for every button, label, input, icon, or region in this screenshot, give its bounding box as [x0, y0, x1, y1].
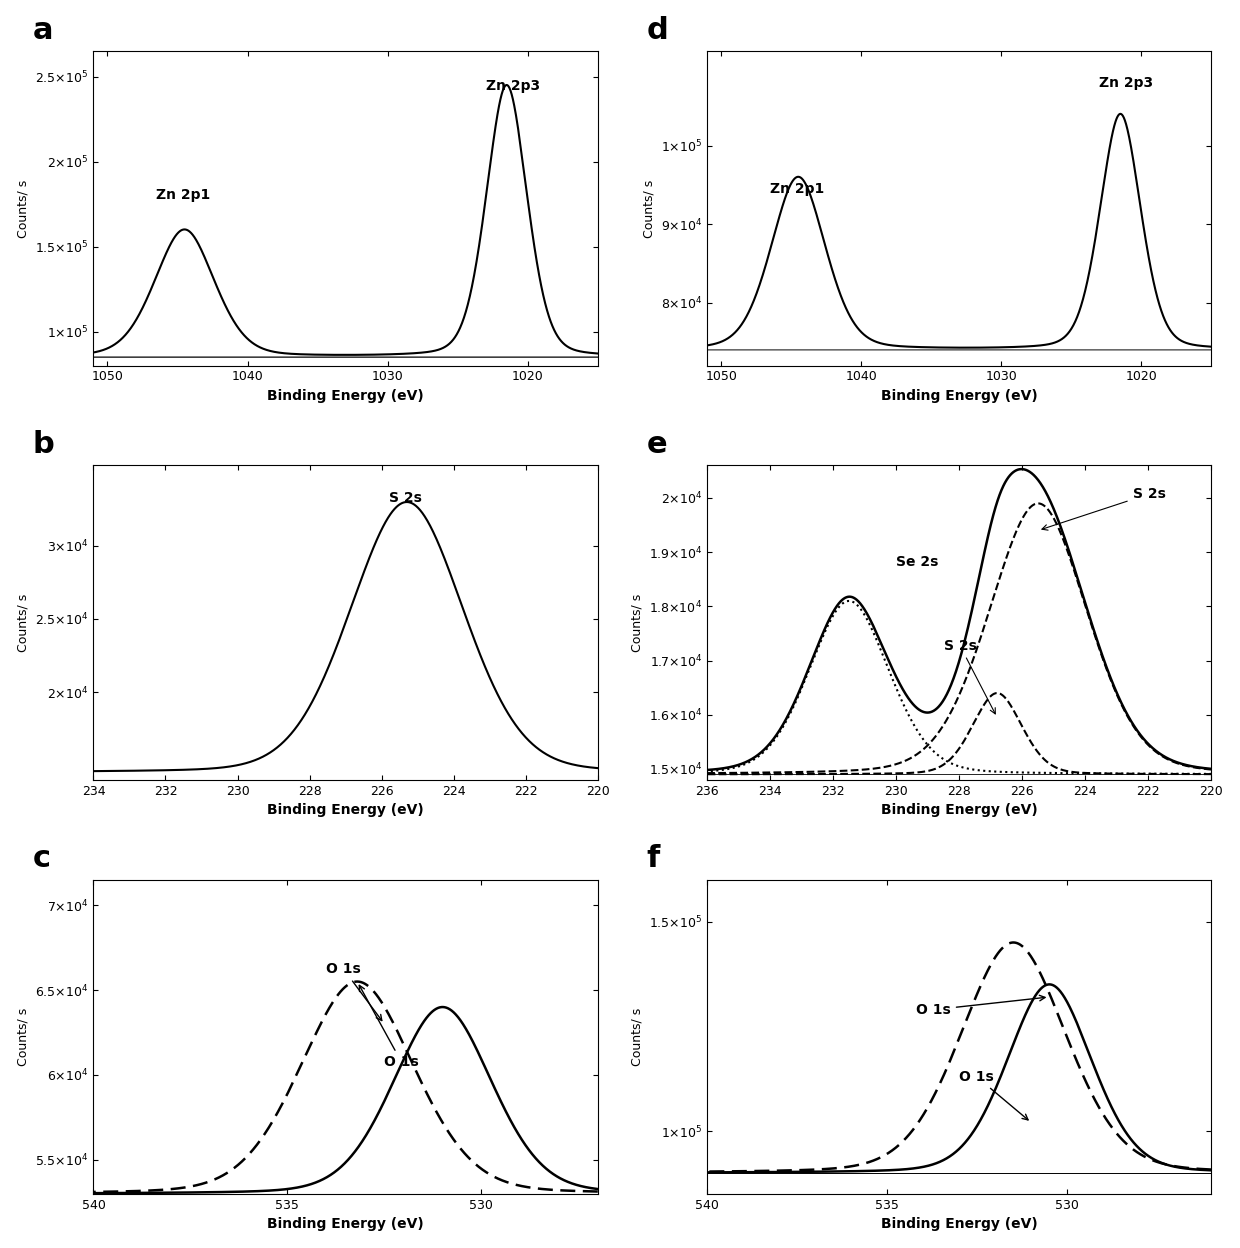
Text: S 2s: S 2s	[1042, 487, 1166, 530]
Text: d: d	[647, 16, 668, 45]
Text: S 2s: S 2s	[944, 639, 996, 714]
Text: O 1s: O 1s	[916, 995, 1045, 1017]
Y-axis label: Counts/ s: Counts/ s	[631, 1007, 644, 1066]
Text: Zn 2p3: Zn 2p3	[486, 80, 539, 94]
Y-axis label: Counts/ s: Counts/ s	[16, 1007, 30, 1066]
Text: b: b	[33, 431, 55, 459]
Y-axis label: Counts/ s: Counts/ s	[17, 180, 30, 237]
Y-axis label: Counts/ s: Counts/ s	[642, 180, 656, 237]
X-axis label: Binding Energy (eV): Binding Energy (eV)	[267, 804, 424, 817]
Text: Zn 2p1: Zn 2p1	[770, 182, 825, 196]
Text: a: a	[33, 16, 53, 45]
Text: f: f	[647, 845, 660, 874]
Text: O 1s: O 1s	[360, 986, 419, 1070]
X-axis label: Binding Energy (eV): Binding Energy (eV)	[880, 804, 1038, 817]
Y-axis label: Counts/ s: Counts/ s	[16, 594, 30, 651]
Y-axis label: Counts/ s: Counts/ s	[630, 594, 644, 651]
Text: Zn 2p3: Zn 2p3	[1100, 76, 1153, 90]
Text: S 2s: S 2s	[389, 490, 422, 505]
X-axis label: Binding Energy (eV): Binding Energy (eV)	[880, 389, 1038, 403]
Text: c: c	[33, 845, 51, 874]
X-axis label: Binding Energy (eV): Binding Energy (eV)	[267, 389, 424, 403]
Text: Se 2s: Se 2s	[897, 554, 939, 569]
X-axis label: Binding Energy (eV): Binding Energy (eV)	[880, 1217, 1038, 1232]
Text: O 1s: O 1s	[960, 1070, 1028, 1119]
X-axis label: Binding Energy (eV): Binding Energy (eV)	[267, 1217, 424, 1232]
Text: Zn 2p1: Zn 2p1	[156, 188, 211, 202]
Text: O 1s: O 1s	[326, 962, 382, 1021]
Text: e: e	[647, 431, 667, 459]
